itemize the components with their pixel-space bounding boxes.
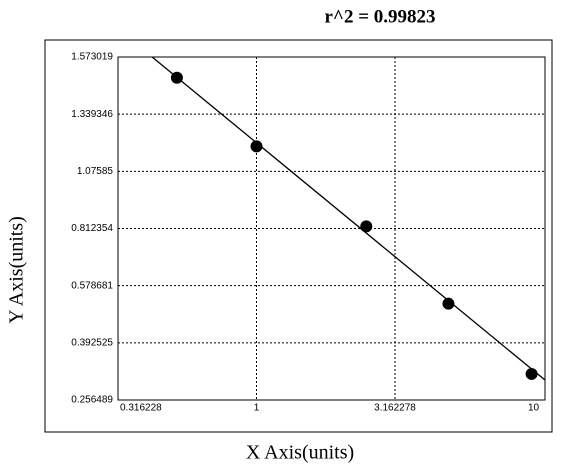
data-point: [442, 297, 455, 310]
data-point: [170, 71, 183, 84]
y-tick-label: 1.573019: [71, 52, 113, 63]
fit-line: [151, 56, 546, 381]
y-tick-label: 1.339346: [71, 109, 113, 120]
y-tick-label: 0.812354: [71, 223, 113, 234]
data-point: [360, 220, 373, 233]
chart-title: r^2 = 0.99823: [324, 6, 435, 27]
x-tick-label: 10: [528, 403, 540, 414]
y-tick-label: 0.392525: [71, 337, 113, 348]
x-tick-label: 0.316228: [120, 403, 162, 414]
y-tick-label: 1.07585: [77, 166, 114, 177]
x-tick-label: 3.162278: [374, 403, 416, 414]
x-tick-label: 1: [254, 403, 260, 414]
y-tick-label: 0.256489: [71, 395, 113, 406]
y-axis-label: Y Axis(units): [6, 216, 28, 324]
y-tick-label: 0.578681: [71, 280, 113, 291]
x-axis-label: X Axis(units): [246, 442, 354, 464]
outer-frame: [44, 39, 553, 433]
data-point: [525, 367, 538, 380]
data-point: [250, 140, 263, 153]
